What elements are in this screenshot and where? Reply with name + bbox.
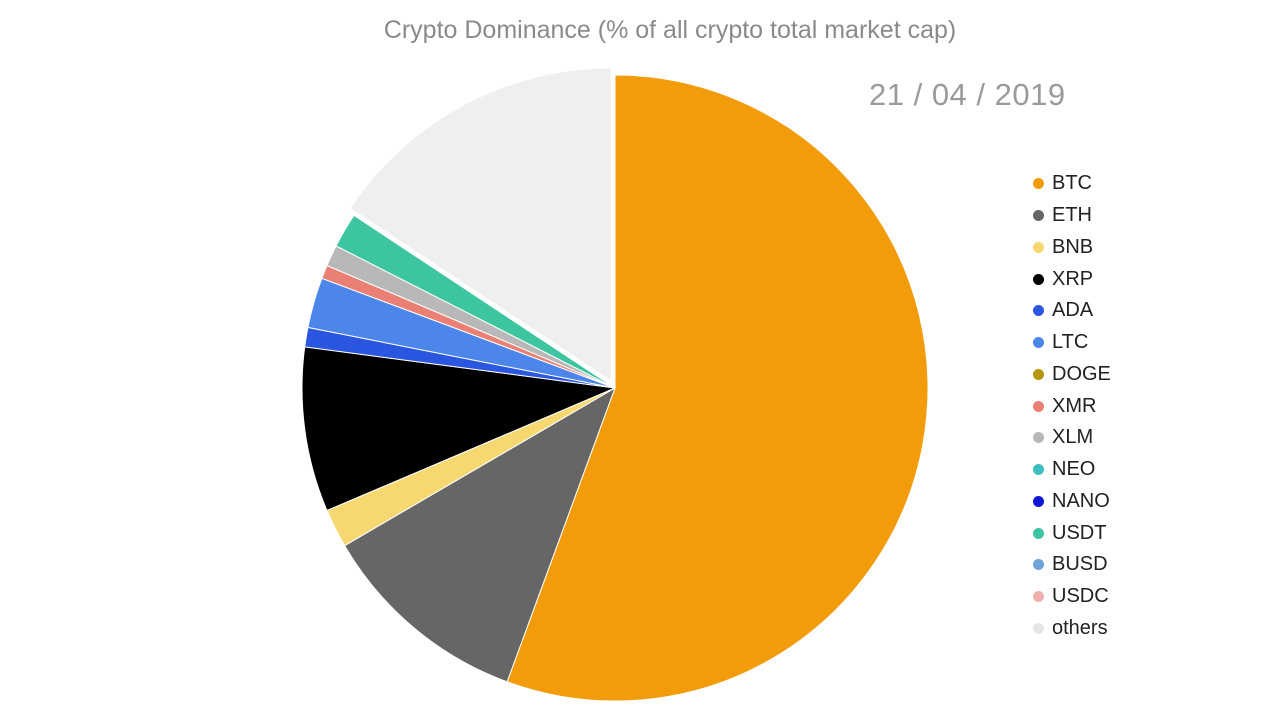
legend-item-xlm: XLM [1033,422,1111,454]
legend-item-ltc: LTC [1033,327,1111,359]
legend-item-xmr: XMR [1033,390,1111,422]
pie-slice-eth [343,386,616,683]
legend-label: BNB [1052,235,1094,258]
legend-label: ETH [1052,204,1092,227]
legend-label: XLM [1052,426,1094,449]
legend-swatch-busd [1033,559,1044,571]
legend-item-bnb: BNB [1033,232,1111,264]
chart-date: 21 / 04 / 2019 [869,77,1066,112]
legend-swatch-xrp [1033,273,1044,285]
legend-item-nano: NANO [1033,486,1111,518]
legend-label: XMR [1052,394,1097,417]
legend-swatch-eth [1033,210,1044,222]
legend-swatch-usdt [1033,527,1044,539]
legend-item-doge: DOGE [1033,359,1111,391]
legend-label: BTC [1052,172,1092,195]
legend-swatch-btc [1033,178,1044,190]
pie-slice-btc [506,74,929,702]
legend-swatch-neo [1033,464,1044,476]
legend-item-xrp: XRP [1033,263,1111,295]
legend-swatch-ada [1033,305,1044,317]
legend-swatch-others [1033,622,1044,634]
legend-swatch-bnb [1033,241,1044,253]
pie-slice-xrp [301,346,617,512]
legend-label: LTC [1052,331,1089,354]
legend-item-neo: NEO [1033,454,1111,486]
legend-item-eth: ETH [1033,200,1111,232]
pie-slice-usdt [335,214,616,389]
chart-legend: BTC ETH BNB XRP ADA LTC DOGE XMR XLM NEO NANO USDT B… [1033,168,1111,644]
chart-title: Crypto Dominance (% of all crypto total … [383,16,957,44]
legend-swatch-nano [1033,495,1044,507]
legend-swatch-usdc [1033,591,1044,603]
legend-item-busd: BUSD [1033,549,1111,581]
legend-swatch-doge [1033,368,1044,380]
legend-label: others [1052,616,1108,639]
legend-label: NANO [1052,489,1110,512]
legend-label: XRP [1052,267,1094,290]
legend-label: DOGE [1052,362,1111,385]
legend-swatch-xlm [1033,432,1044,444]
legend-label: BUSD [1052,553,1108,576]
legend-swatch-xmr [1033,400,1044,412]
legend-label: USDT [1052,521,1107,544]
legend-item-usdt: USDT [1033,517,1111,549]
legend-item-usdc: USDC [1033,581,1111,613]
legend-item-others: others [1033,613,1111,645]
pie-slice-others [349,67,612,382]
legend-label: NEO [1052,458,1096,481]
legend-label: USDC [1052,585,1109,608]
legend-label: ADA [1052,299,1094,322]
legend-item-btc: BTC [1033,168,1111,200]
legend-swatch-ltc [1033,337,1044,349]
legend-item-ada: ADA [1033,295,1111,327]
